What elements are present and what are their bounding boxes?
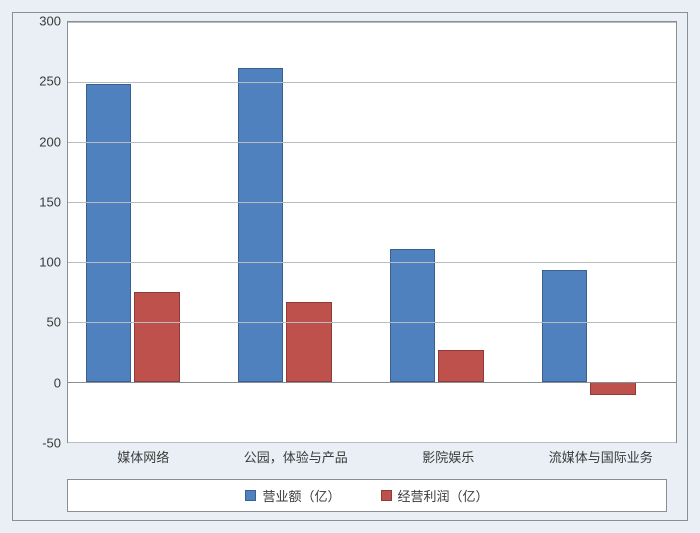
category-group [68, 22, 220, 442]
y-tick-label: 150 [39, 194, 61, 209]
gridline [68, 202, 676, 203]
y-tick-label: 300 [39, 14, 61, 29]
bar-revenue [390, 249, 435, 382]
y-tick-label: 0 [54, 375, 61, 390]
bar-profit [286, 302, 331, 382]
bar-profit [438, 350, 483, 382]
bar-revenue [542, 270, 587, 382]
gridline [68, 82, 676, 83]
y-tick-label: 50 [47, 315, 61, 330]
category-group [524, 22, 676, 442]
x-category-label: 媒体网络 [67, 443, 220, 471]
legend-label-revenue: 营业额（亿） [262, 486, 340, 505]
gridline [68, 442, 676, 443]
y-tick-label: 250 [39, 74, 61, 89]
bar-profit [134, 292, 179, 382]
legend-item-profit: 经营利润（亿） [381, 486, 489, 505]
plot-wrap: -50050100150200250300 [23, 21, 677, 443]
bars-layer [68, 22, 676, 442]
plot-area [67, 21, 677, 443]
bar-revenue [86, 84, 131, 382]
gridline [68, 22, 676, 23]
x-category-label: 流媒体与国际业务 [525, 443, 678, 471]
y-tick-label: -50 [42, 436, 61, 451]
y-tick-label: 200 [39, 134, 61, 149]
category-group [372, 22, 524, 442]
zero-line [68, 382, 676, 383]
x-category-label: 公园，体验与产品 [220, 443, 373, 471]
legend-item-revenue: 营业额（亿） [245, 486, 340, 505]
legend-label-profit: 经营利润（亿） [398, 486, 489, 505]
y-axis: -50050100150200250300 [23, 21, 67, 443]
chart-frame: -50 0 50 100 150 200 250 300 媒体网络公园，体验与产品影院娱乐流媒… [12, 12, 688, 521]
bar-profit [590, 382, 635, 395]
legend-swatch-revenue [245, 490, 256, 501]
x-category-label: 影院娱乐 [372, 443, 525, 471]
y-tick-label: 100 [39, 255, 61, 270]
chart-container: -50 0 50 100 150 200 250 300 媒体网络公园，体验与产品影院娱乐流媒… [0, 0, 700, 533]
legend-swatch-profit [381, 490, 392, 501]
x-axis: 媒体网络公园，体验与产品影院娱乐流媒体与国际业务 [67, 443, 677, 471]
gridline [68, 142, 676, 143]
gridline [68, 322, 676, 323]
gridline [68, 262, 676, 263]
category-group [220, 22, 372, 442]
legend: 营业额（亿） 经营利润（亿） [67, 479, 667, 512]
bar-revenue [238, 68, 283, 382]
